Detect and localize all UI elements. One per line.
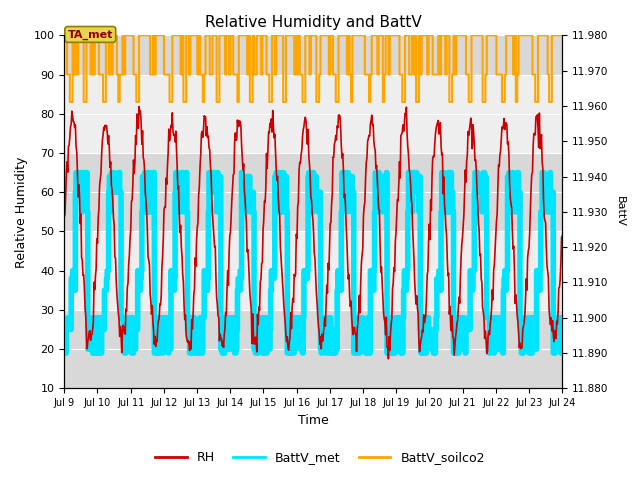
X-axis label: Time: Time (298, 414, 328, 427)
Bar (64, 36, 562, 74)
Y-axis label: Relative Humidity: Relative Humidity (15, 156, 28, 267)
Legend: RH, BattV_met, BattV_soilco2: RH, BattV_met, BattV_soilco2 (150, 446, 490, 469)
Bar (64, 231, 562, 310)
Text: TA_met: TA_met (68, 29, 113, 39)
Bar (64, 74, 562, 153)
Title: Relative Humidity and BattV: Relative Humidity and BattV (205, 15, 422, 30)
Bar (64, 153, 562, 231)
Bar (64, 310, 562, 388)
Y-axis label: BattV: BattV (615, 196, 625, 227)
